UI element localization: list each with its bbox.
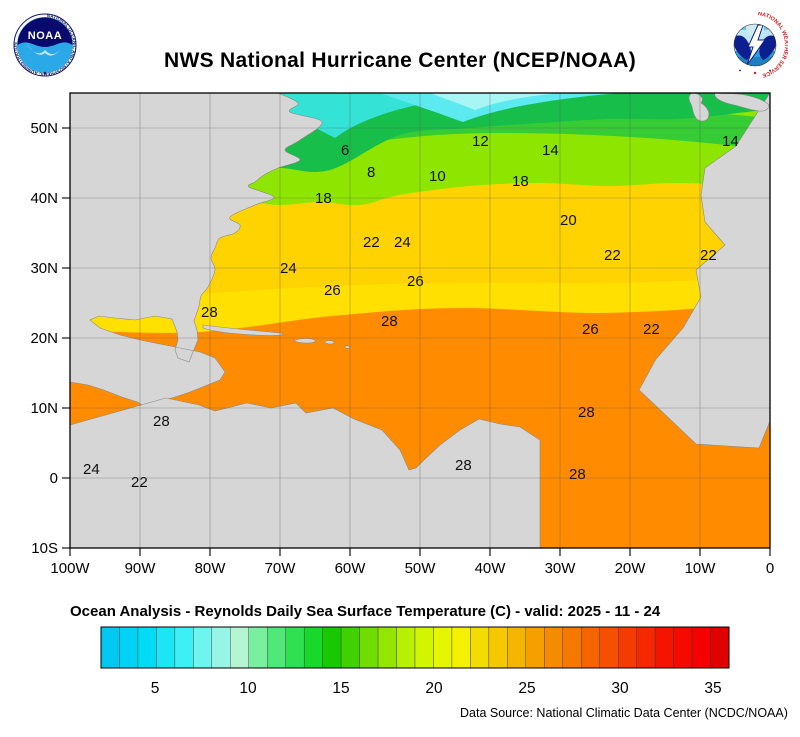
svg-text:40W: 40W xyxy=(475,560,507,577)
svg-text:20N: 20N xyxy=(30,330,58,347)
svg-text:100W: 100W xyxy=(50,560,90,577)
svg-text:30W: 30W xyxy=(545,560,577,577)
svg-text:12: 12 xyxy=(472,133,489,150)
svg-text:24: 24 xyxy=(280,260,297,277)
svg-text:10S: 10S xyxy=(31,540,58,557)
svg-text:28: 28 xyxy=(569,466,586,483)
svg-text:80W: 80W xyxy=(195,560,227,577)
svg-text:10W: 10W xyxy=(685,560,717,577)
svg-text:40N: 40N xyxy=(30,190,58,207)
svg-text:28: 28 xyxy=(381,313,398,330)
svg-text:14: 14 xyxy=(542,142,559,159)
svg-text:10: 10 xyxy=(239,680,257,697)
svg-text:20: 20 xyxy=(425,680,443,697)
svg-text:35: 35 xyxy=(704,680,721,697)
svg-text:24: 24 xyxy=(394,234,411,251)
svg-text:0: 0 xyxy=(50,470,58,487)
svg-text:22: 22 xyxy=(700,247,717,264)
svg-text:28: 28 xyxy=(455,457,472,474)
svg-text:8: 8 xyxy=(367,164,375,181)
svg-text:10N: 10N xyxy=(30,400,58,417)
svg-text:20W: 20W xyxy=(615,560,647,577)
svg-text:20: 20 xyxy=(560,212,577,229)
svg-text:15: 15 xyxy=(332,680,349,697)
svg-text:26: 26 xyxy=(582,321,599,338)
svg-text:22: 22 xyxy=(131,474,148,491)
svg-text:25: 25 xyxy=(518,680,535,697)
svg-text:0: 0 xyxy=(766,560,774,577)
svg-text:26: 26 xyxy=(407,273,424,290)
svg-text:5: 5 xyxy=(151,680,160,697)
svg-text:24: 24 xyxy=(83,461,100,478)
svg-text:14: 14 xyxy=(722,133,739,150)
svg-text:22: 22 xyxy=(363,234,380,251)
svg-text:28: 28 xyxy=(201,304,218,321)
svg-text:26: 26 xyxy=(324,282,341,299)
svg-text:6: 6 xyxy=(341,142,349,159)
svg-text:10: 10 xyxy=(429,168,446,185)
svg-text:22: 22 xyxy=(604,247,621,264)
svg-text:60W: 60W xyxy=(335,560,367,577)
svg-text:50N: 50N xyxy=(30,120,58,137)
svg-text:70W: 70W xyxy=(265,560,297,577)
svg-text:30N: 30N xyxy=(30,260,58,277)
svg-text:18: 18 xyxy=(315,190,332,207)
svg-text:50W: 50W xyxy=(405,560,437,577)
svg-text:18: 18 xyxy=(512,173,529,190)
svg-text:90W: 90W xyxy=(125,560,157,577)
svg-text:22: 22 xyxy=(643,321,660,338)
svg-text:28: 28 xyxy=(578,404,595,421)
svg-text:30: 30 xyxy=(611,680,629,697)
svg-text:28: 28 xyxy=(153,413,170,430)
